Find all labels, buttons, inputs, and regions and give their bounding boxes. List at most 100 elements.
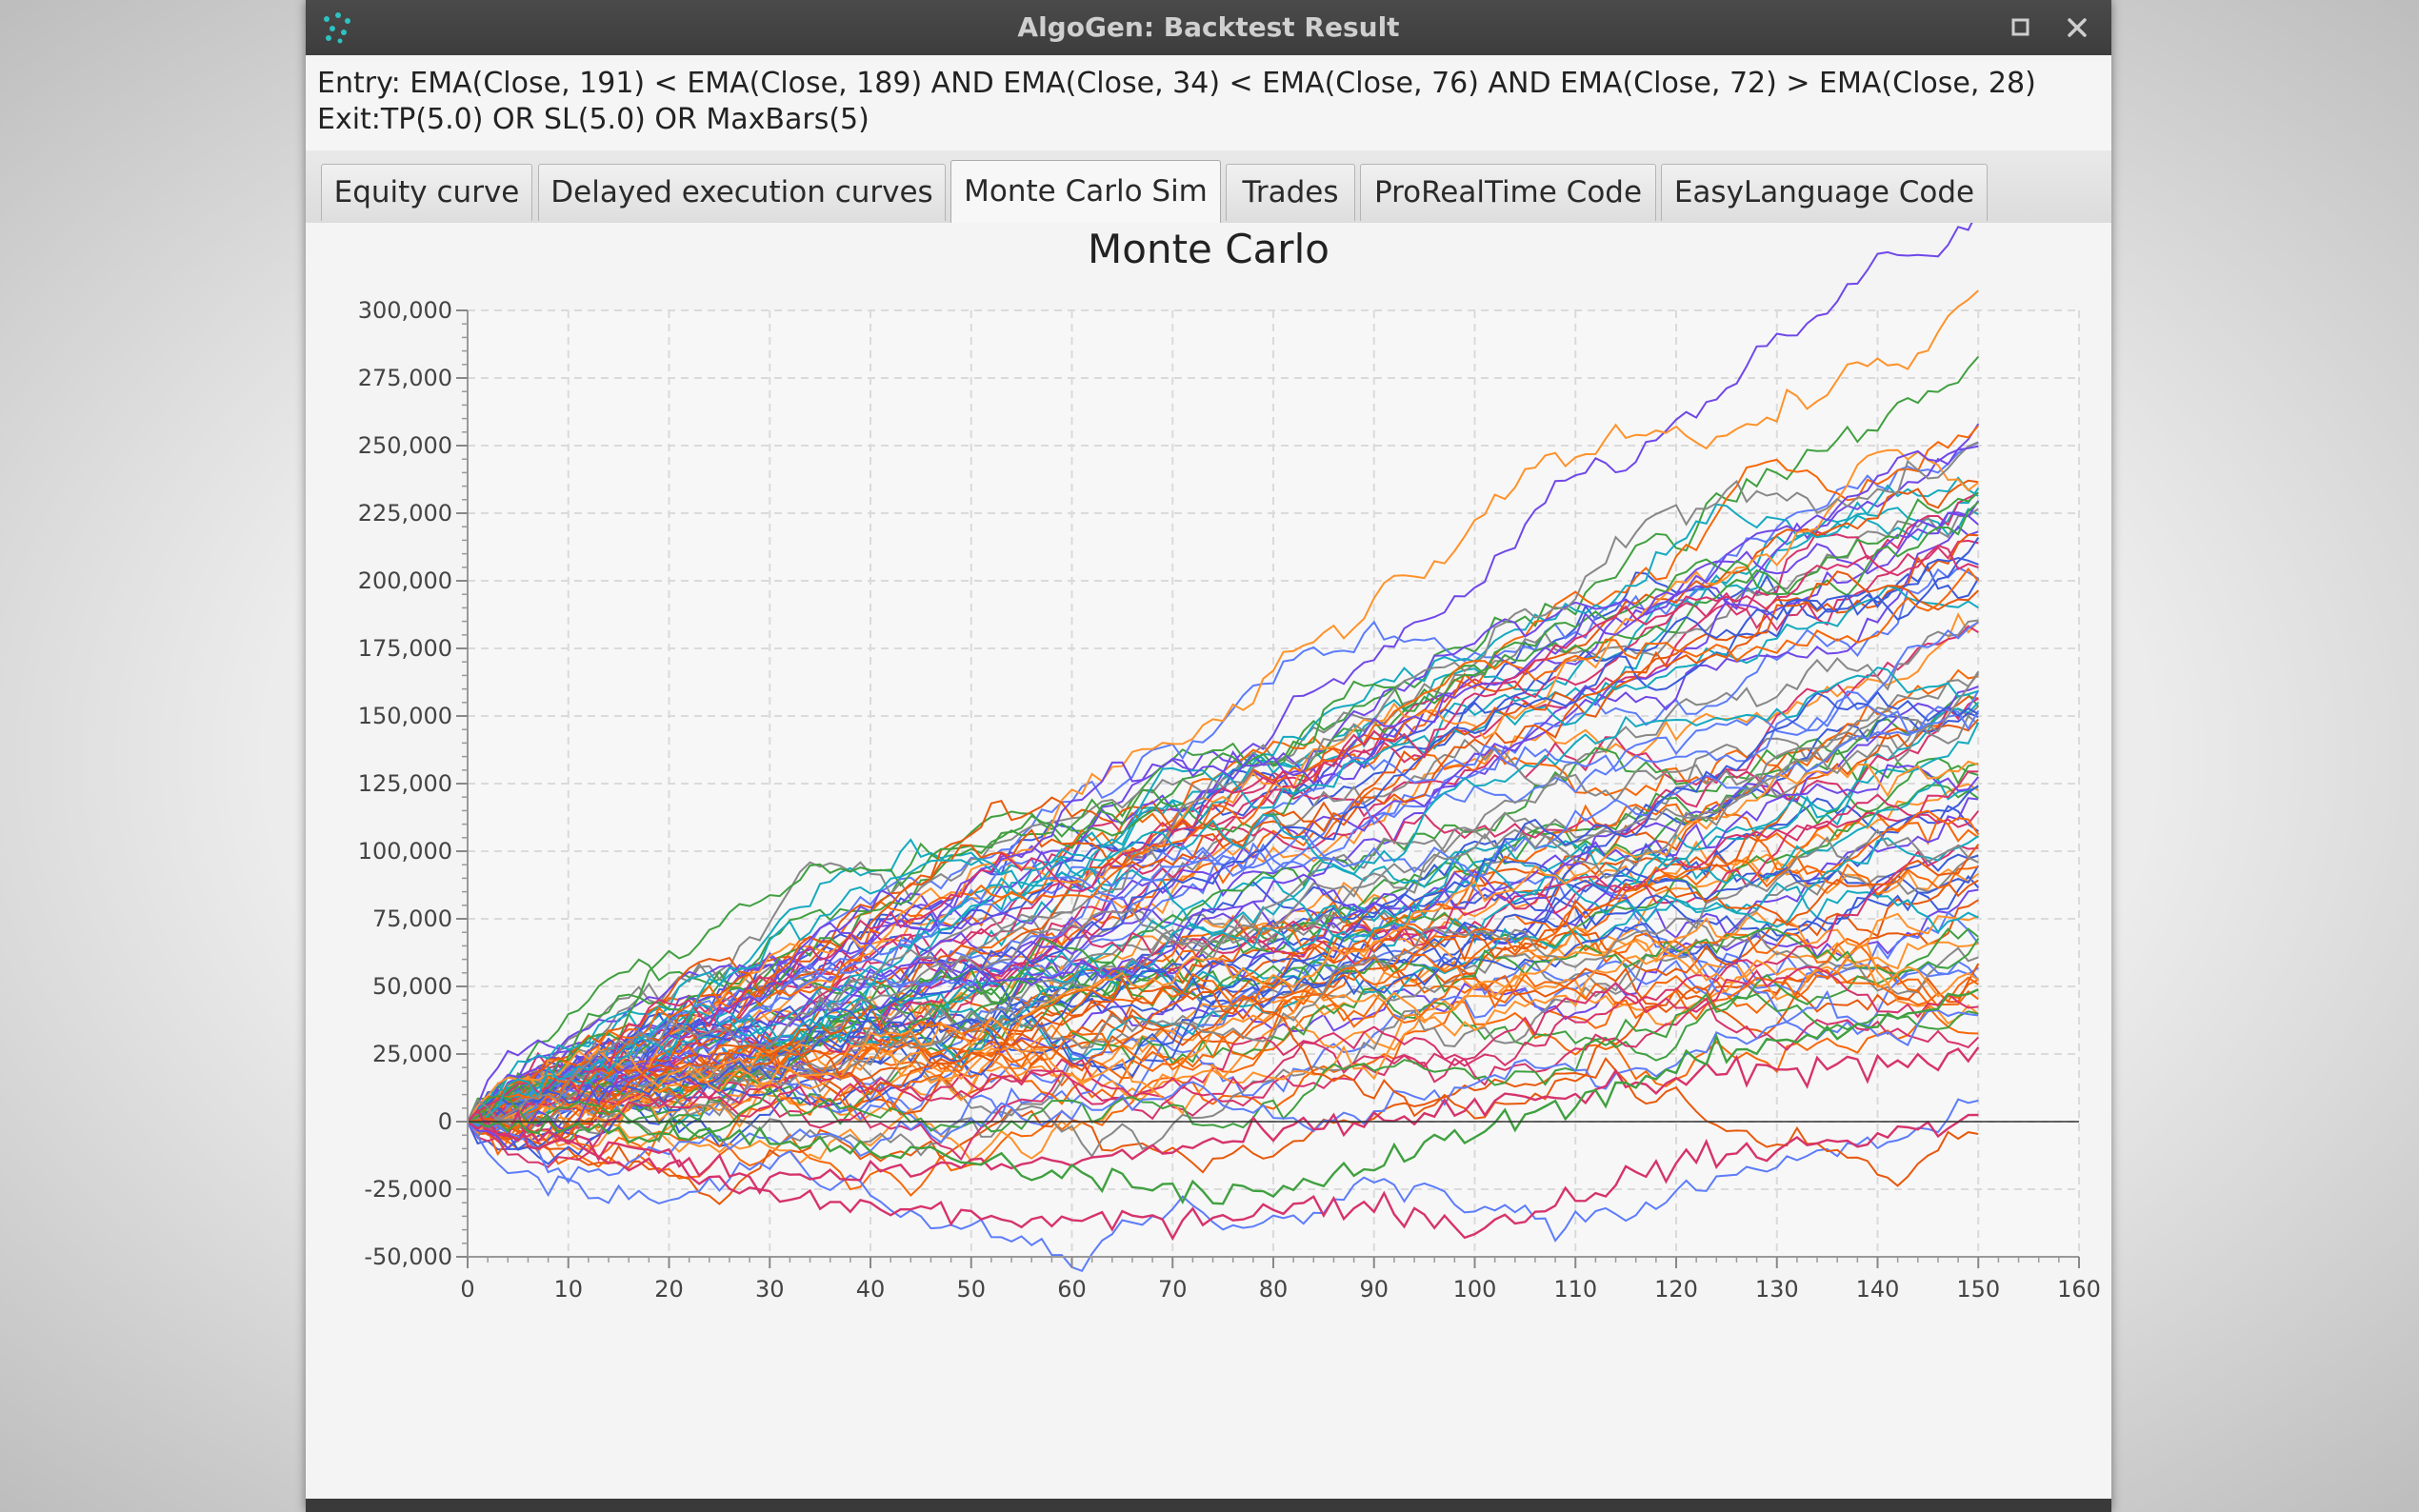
- simulation-line: [467, 289, 1979, 1126]
- simulation-line: [467, 1098, 1979, 1273]
- tab-equity-curve[interactable]: Equity curve: [321, 164, 532, 221]
- y-tick-label: 200,000: [358, 567, 452, 594]
- simulation-line: [467, 491, 1979, 1127]
- x-tick-label: 50: [956, 1276, 986, 1303]
- tab-delayed-execution-curves[interactable]: Delayed execution curves: [538, 164, 946, 221]
- simulation-line: [467, 511, 1979, 1123]
- simulation-line: [467, 927, 1979, 1124]
- simulation-line: [467, 525, 1979, 1125]
- simulation-line: [467, 939, 1979, 1134]
- simulation-line: [467, 544, 1979, 1123]
- simulation-line: [467, 722, 1980, 1123]
- backtest-window: AlgoGen: Backtest Result Entry: EMA(Clos…: [306, 0, 2111, 1512]
- simulation-line: [467, 977, 1979, 1187]
- x-tick-label: 110: [1553, 1276, 1597, 1303]
- window-title: AlgoGen: Backtest Result: [1017, 11, 1400, 43]
- simulation-line: [467, 921, 1979, 1159]
- simulation-line: [467, 882, 1979, 1124]
- tab-easylanguage-code[interactable]: EasyLanguage Code: [1661, 164, 1988, 221]
- tab-trades[interactable]: Trades: [1226, 164, 1355, 221]
- simulation-line: [467, 764, 1980, 1123]
- maximize-button[interactable]: [2001, 0, 2039, 55]
- entry-rule-text: Entry: EMA(Close, 191) < EMA(Close, 189)…: [317, 67, 2036, 100]
- simulation-line: [467, 809, 1980, 1159]
- x-tick-label: 70: [1158, 1276, 1188, 1303]
- simulation-line: [467, 992, 1979, 1140]
- exit-rule-text: Exit:TP(5.0) OR SL(5.0) OR MaxBars(5): [317, 103, 870, 136]
- simulation-line: [467, 565, 1980, 1123]
- y-tick-label: 175,000: [358, 635, 452, 662]
- monte-carlo-panel: Monte Carlo 300,000 275,000 250,000 225,000…: [306, 223, 2111, 1499]
- simulation-line: [467, 828, 1979, 1129]
- close-icon: [2068, 18, 2087, 37]
- highlighted-simulation-line: [467, 988, 1979, 1205]
- chart-title: Monte Carlo: [1088, 226, 1329, 272]
- simulation-line: [467, 926, 1980, 1124]
- y-tick-label: 225,000: [358, 500, 452, 527]
- monte-carlo-chart: Monte Carlo 300,000 275,000 250,000 225,000…: [358, 223, 2101, 1303]
- simulation-line: [467, 666, 1979, 1127]
- x-tick-label: 150: [1956, 1276, 2000, 1303]
- simulation-line: [467, 537, 1980, 1123]
- simulation-line: [467, 533, 1979, 1137]
- simulation-line: [467, 672, 1980, 1144]
- y-tick-label: 50,000: [372, 973, 452, 1000]
- close-button[interactable]: [2058, 0, 2096, 55]
- y-tick-label: 300,000: [358, 297, 452, 324]
- title-bar[interactable]: AlgoGen: Backtest Result: [306, 0, 2111, 55]
- tab-monte-carlo-sim[interactable]: Monte Carlo Sim: [950, 160, 1221, 224]
- x-tick-label: 20: [654, 1276, 684, 1303]
- x-tick-label: 40: [856, 1276, 886, 1303]
- x-tick-label: 140: [1856, 1276, 1900, 1303]
- simulation-line: [467, 476, 1979, 1130]
- y-tick-label: -50,000: [364, 1243, 452, 1270]
- x-tick-label: 90: [1359, 1276, 1389, 1303]
- window-bottom-edge: [306, 1499, 2111, 1512]
- y-tick-label: 250,000: [358, 432, 452, 459]
- simulation-line: [467, 567, 1980, 1125]
- y-tick-label: 0: [438, 1108, 452, 1135]
- highlighted-simulation-line: [467, 1046, 1980, 1195]
- highlighted-simulation-line: [467, 1108, 1979, 1242]
- y-tick-label: 100,000: [358, 838, 452, 865]
- app-logo-icon: [324, 12, 350, 44]
- x-tick-label: 120: [1654, 1276, 1698, 1303]
- simulation-line: [467, 989, 1979, 1184]
- simulation-line: [467, 844, 1980, 1141]
- simulation-line: [467, 879, 1979, 1125]
- result-tab-bar: Equity curve Delayed execution curves Mo…: [306, 150, 2111, 224]
- maximize-icon: [2011, 18, 2029, 36]
- simulation-line: [467, 690, 1979, 1123]
- y-tick-label: 75,000: [372, 905, 452, 932]
- y-tick-label: -25,000: [364, 1176, 452, 1203]
- x-tick-label: 160: [2057, 1276, 2101, 1303]
- simulation-line: [467, 501, 1979, 1123]
- simulation-line: [467, 566, 1979, 1128]
- simulation-line: [467, 570, 1979, 1123]
- y-tick-label: 150,000: [358, 703, 452, 729]
- simulation-line: [467, 997, 1980, 1130]
- y-tick-label: 275,000: [358, 365, 452, 391]
- simulation-line: [467, 507, 1979, 1124]
- x-tick-label: 30: [755, 1276, 785, 1303]
- simulation-line: [467, 670, 1980, 1124]
- tab-prorealtime-code[interactable]: ProRealTime Code: [1360, 164, 1656, 221]
- simulation-line: [467, 441, 1979, 1138]
- simulation-line: [467, 911, 1979, 1126]
- y-tick-label: 25,000: [372, 1041, 452, 1067]
- simulation-line: [467, 760, 1979, 1123]
- x-tick-label: 130: [1755, 1276, 1799, 1303]
- x-tick-label: 0: [460, 1276, 474, 1303]
- simulation-line: [467, 844, 1979, 1162]
- strategy-rules-panel: Entry: EMA(Close, 191) < EMA(Close, 189)…: [306, 55, 2111, 151]
- x-tick-label: 100: [1453, 1276, 1497, 1303]
- x-tick-label: 80: [1259, 1276, 1289, 1303]
- y-tick-label: 125,000: [358, 770, 452, 797]
- x-tick-label: 10: [553, 1276, 583, 1303]
- simulation-line: [467, 757, 1979, 1150]
- simulation-line: [467, 899, 1979, 1205]
- simulation-line: [467, 445, 1979, 1150]
- x-tick-label: 60: [1057, 1276, 1087, 1303]
- simulation-line: [467, 965, 1979, 1168]
- simulation-line: [467, 585, 1979, 1123]
